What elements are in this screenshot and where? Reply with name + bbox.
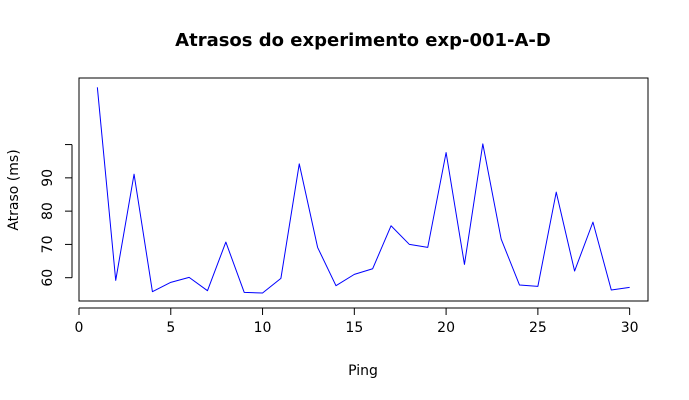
x-tick-label: 5 (166, 320, 175, 336)
series-group (96, 87, 630, 294)
y-tick-label: 80 (40, 202, 56, 220)
x-tick-label: 30 (621, 320, 639, 336)
y-tick-label: 70 (40, 236, 56, 254)
x-tick-label: 25 (529, 320, 547, 336)
x-axis: 0 5 10 15 20 25 30 (75, 307, 639, 336)
y-axis-label: Atraso (ms) (6, 149, 22, 230)
series-line (96, 87, 630, 294)
x-tick-label: 0 (75, 320, 84, 336)
x-tick-label: 20 (437, 320, 455, 336)
y-axis: 60 70 80 90 (40, 144, 73, 287)
y-tick-label: 90 (40, 169, 56, 187)
x-tick-label: 10 (254, 320, 272, 336)
y-tick-label: 60 (40, 269, 56, 287)
x-axis-label: Ping (348, 363, 378, 379)
x-tick-label: 15 (345, 320, 363, 336)
plot-frame (78, 77, 649, 302)
chart-title: Atrasos do experimento exp-001-A-D (175, 30, 551, 51)
